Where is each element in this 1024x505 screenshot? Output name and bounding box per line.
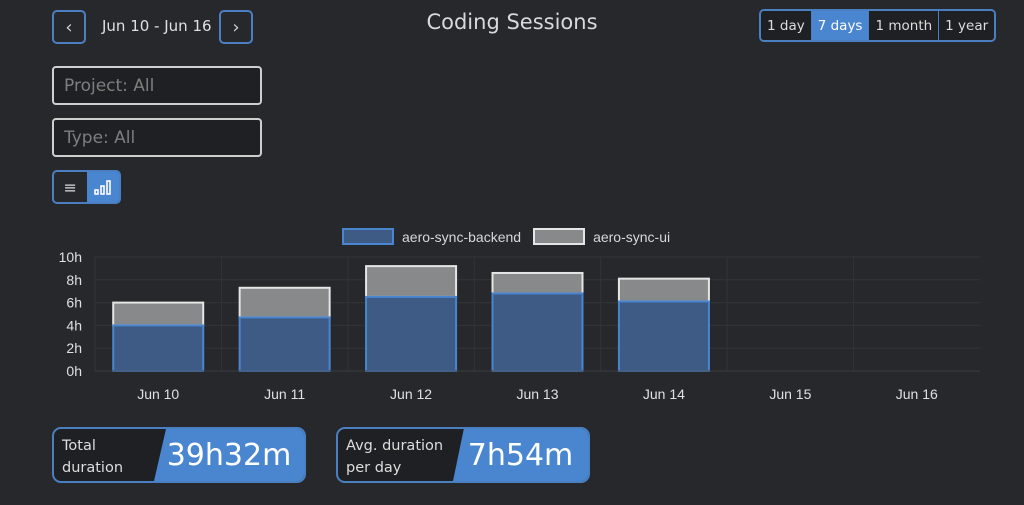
type-filter[interactable]: Type: All — [52, 118, 262, 157]
bar-aero-sync-backend — [365, 295, 458, 372]
x-tick-label: Jun 13 — [516, 386, 558, 402]
prev-week-button[interactable]: ‹ — [52, 10, 86, 44]
chevron-right-icon: › — [232, 16, 240, 38]
avg-duration-card: Avg. duration per day 7h54m — [336, 427, 590, 483]
chart-legend: aero-sync-backend aero-sync-ui — [342, 228, 670, 245]
x-tick-label: Jun 10 — [137, 386, 179, 402]
y-tick-label: 8h — [66, 272, 82, 288]
bar-aero-sync-backend — [491, 292, 584, 372]
period-1-day[interactable]: 1 day — [761, 11, 812, 40]
total-duration-label: Total duration — [62, 438, 124, 476]
bar-aero-sync-backend — [238, 316, 331, 372]
page-title: Coding Sessions — [426, 10, 598, 34]
legend-label-ui: aero-sync-ui — [593, 228, 671, 245]
period-1-month[interactable]: 1 month — [869, 11, 940, 40]
bar-aero-sync-backend — [617, 300, 710, 372]
next-week-button[interactable]: › — [219, 10, 253, 44]
x-tick-label: Jun 16 — [896, 386, 938, 402]
y-tick-label: 0h — [66, 363, 82, 379]
legend-swatch-ui — [533, 228, 586, 245]
bar-aero-sync-ui — [365, 265, 458, 298]
avg-duration-value: 7h54m — [453, 429, 588, 481]
period-1-year[interactable]: 1 year — [939, 11, 995, 40]
bar-chart-icon — [93, 180, 111, 195]
stacked-bar-chart: 0h 2h 4h 6h 8h 10h Jun 10 Jun 11 Jun 12 Jun 13 Jun… — [59, 249, 980, 402]
x-tick-label: Jun 14 — [643, 386, 685, 402]
bar-aero-sync-ui — [238, 286, 331, 319]
period-7-days[interactable]: 7 days — [811, 11, 870, 40]
view-toggle: ≡ — [52, 170, 121, 204]
y-tick-label: 4h — [66, 317, 82, 333]
total-duration-card: Total duration 39h32m — [52, 427, 306, 483]
x-tick-label: Jun 12 — [390, 386, 432, 402]
y-tick-label: 10h — [59, 249, 82, 265]
bar-aero-sync-ui — [491, 271, 584, 295]
bar-aero-sync-ui — [617, 277, 710, 303]
x-tick-label: Jun 15 — [769, 386, 811, 402]
date-range: Jun 10 - Jun 16 — [102, 17, 212, 35]
chart-view-button[interactable] — [86, 172, 119, 202]
bar-aero-sync-backend — [112, 324, 205, 372]
x-tick-label: Jun 11 — [264, 386, 305, 402]
project-filter[interactable]: Project: All — [52, 66, 262, 105]
list-icon: ≡ — [63, 177, 77, 197]
total-duration-value: 39h32m — [154, 429, 304, 481]
list-view-button[interactable]: ≡ — [54, 172, 87, 202]
period-selector: 1 day 7 days 1 month 1 year — [759, 9, 997, 42]
chevron-left-icon: ‹ — [65, 16, 73, 38]
avg-duration-label: Avg. duration per day — [346, 438, 444, 476]
y-tick-label: 2h — [66, 340, 82, 356]
bar-aero-sync-ui — [112, 301, 205, 327]
legend-swatch-backend — [342, 228, 394, 245]
y-tick-label: 6h — [66, 295, 82, 311]
legend-label-backend: aero-sync-backend — [402, 228, 522, 245]
